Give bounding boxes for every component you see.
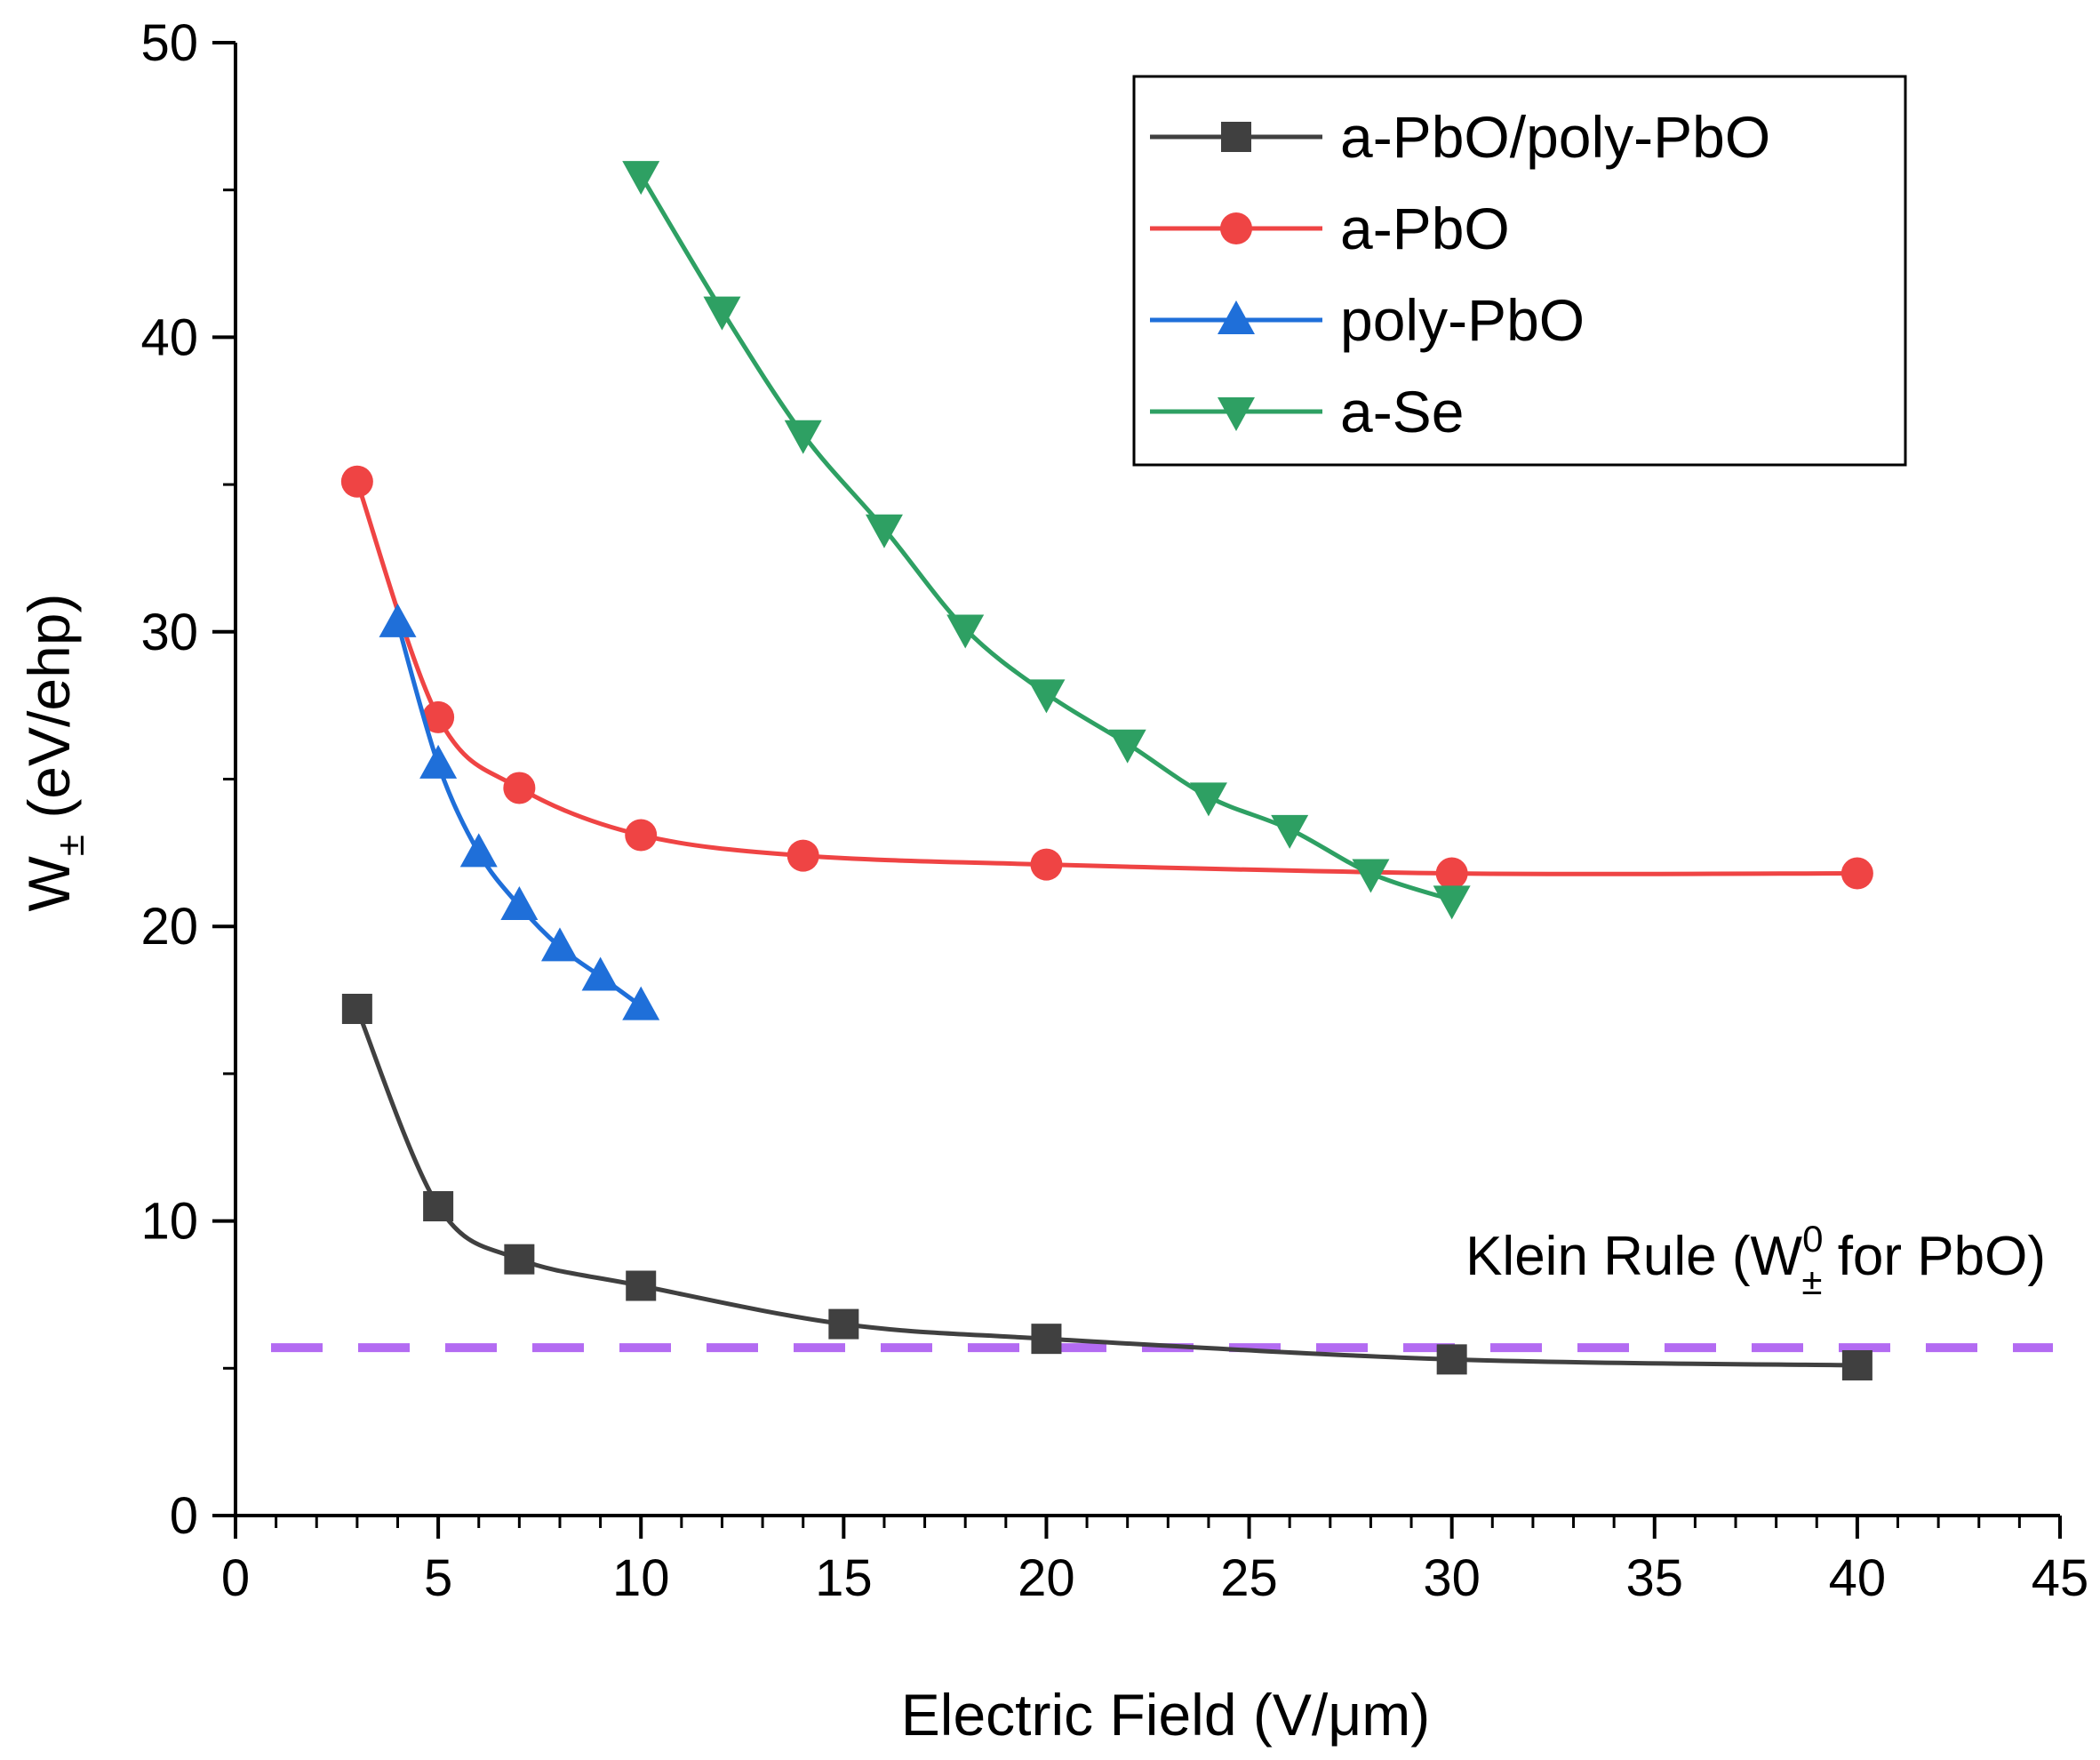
x-tick-label: 5 bbox=[424, 1549, 452, 1607]
data-point-a-se bbox=[622, 161, 660, 196]
legend-item-a-se: a-Se bbox=[1150, 379, 1464, 444]
series-line-a-pbo bbox=[355, 480, 1857, 876]
x-tick-label: 25 bbox=[1220, 1549, 1278, 1607]
legend-label: a-PbO/poly-PbO bbox=[1340, 104, 1770, 170]
data-point-a-pbo bbox=[1030, 848, 1063, 881]
data-point-poly-pbo bbox=[419, 744, 458, 779]
data-point-a-se bbox=[703, 296, 741, 331]
legend-label: poly-PbO bbox=[1340, 287, 1585, 353]
x-tick-label: 10 bbox=[612, 1549, 670, 1607]
legend-box bbox=[1132, 75, 1907, 467]
klein-rule-label-suffix: for PbO) bbox=[1822, 1226, 2046, 1287]
series-line-a-pbo-poly-pbo bbox=[355, 1008, 1857, 1368]
legend-item-poly-pbo: poly-PbO bbox=[1150, 287, 1585, 353]
data-point-poly-pbo bbox=[379, 603, 417, 637]
data-point-a-se bbox=[1433, 885, 1471, 920]
y-tick-label: 0 bbox=[170, 1487, 198, 1545]
data-point-a-pbo-poly-pbo bbox=[341, 993, 372, 1024]
data-point-a-pbo bbox=[625, 819, 658, 852]
data-point-a-se bbox=[1108, 729, 1146, 764]
data-point-a-pbo-poly-pbo bbox=[1841, 1349, 1872, 1380]
klein-rule-label-prefix: Klein Rule (W bbox=[1465, 1226, 1802, 1287]
x-tick-label: 15 bbox=[815, 1549, 873, 1607]
legend-label: a-PbO bbox=[1340, 196, 1510, 261]
data-point-a-se bbox=[1271, 814, 1309, 849]
y-axis-label-units: (eV/ehp) bbox=[16, 594, 82, 835]
y-tick-label: 40 bbox=[140, 308, 198, 366]
y-tick-label: 30 bbox=[140, 604, 198, 661]
klein-rule-label-superscript: 0 bbox=[1802, 1218, 1823, 1260]
data-point-a-se bbox=[865, 514, 903, 548]
y-axis-label-base: W bbox=[16, 855, 82, 911]
data-point-a-pbo-poly-pbo bbox=[504, 1244, 535, 1275]
series-a-se bbox=[622, 161, 1471, 920]
legend-label: a-Se bbox=[1340, 379, 1464, 444]
x-tick-label: 40 bbox=[1829, 1549, 1887, 1607]
data-point-a-se bbox=[1352, 859, 1390, 893]
x-tick-label: 35 bbox=[1626, 1549, 1684, 1607]
series-line-a-se bbox=[639, 173, 1453, 902]
x-tick-label: 45 bbox=[2032, 1549, 2089, 1607]
data-point-poly-pbo bbox=[500, 886, 539, 921]
legend-marker bbox=[1220, 212, 1252, 244]
data-point-a-pbo-poly-pbo bbox=[1031, 1324, 1062, 1355]
legend-marker bbox=[1221, 122, 1251, 152]
x-tick-label: 20 bbox=[1018, 1549, 1075, 1607]
data-point-a-se bbox=[1189, 782, 1227, 817]
axes: 0 5 10 15 20 25 30 35 40 45 0 10 20 30 40 50 bbox=[140, 14, 2088, 1607]
legend-marker bbox=[1218, 300, 1255, 334]
data-point-poly-pbo bbox=[622, 986, 660, 1020]
y-axis-label: W± (eV/ehp) bbox=[16, 594, 92, 912]
y-tick-label: 10 bbox=[140, 1193, 198, 1251]
data-point-a-se bbox=[1027, 679, 1066, 714]
data-point-a-pbo-poly-pbo bbox=[423, 1191, 454, 1222]
series-a-pbo bbox=[340, 465, 1873, 890]
series-layer bbox=[340, 161, 1873, 1380]
series-line-poly-pbo bbox=[395, 622, 643, 1008]
series-a-pbo-poly-pbo bbox=[341, 993, 1872, 1380]
data-point-a-pbo bbox=[787, 839, 819, 872]
data-point-a-se bbox=[784, 420, 822, 454]
x-axis-label: Electric Field (V/μm) bbox=[901, 1682, 1430, 1748]
data-point-poly-pbo bbox=[540, 927, 579, 962]
series-poly-pbo bbox=[379, 603, 660, 1020]
x-tick-label: 0 bbox=[221, 1549, 250, 1607]
legend-item-a-pbo: a-PbO bbox=[1150, 196, 1510, 261]
x-tick-label: 30 bbox=[1423, 1549, 1481, 1607]
klein-rule-label: Klein Rule (W0 ± for PbO) bbox=[1465, 1218, 2046, 1302]
data-point-a-pbo bbox=[422, 700, 455, 733]
x-axis-ticks: 0 5 10 15 20 25 30 35 40 45 bbox=[221, 1516, 2088, 1607]
data-point-a-pbo-poly-pbo bbox=[828, 1308, 859, 1340]
y-tick-label: 50 bbox=[140, 14, 198, 72]
data-point-a-pbo bbox=[503, 772, 536, 804]
data-point-a-pbo bbox=[340, 465, 373, 498]
y-tick-label: 20 bbox=[140, 898, 198, 956]
legend-marker bbox=[1218, 397, 1255, 431]
y-axis-ticks: 0 10 20 30 40 50 bbox=[140, 14, 236, 1545]
klein-rule-label-subscript: ± bbox=[1801, 1260, 1822, 1302]
data-point-a-pbo bbox=[1435, 857, 1468, 890]
data-point-a-pbo-poly-pbo bbox=[1436, 1344, 1467, 1375]
data-point-poly-pbo bbox=[459, 833, 498, 868]
y-axis-label-subscript: ± bbox=[49, 835, 92, 856]
data-point-a-se bbox=[946, 614, 985, 649]
legend-item-a-pbo-poly-pbo: a-PbO/poly-PbO bbox=[1150, 104, 1770, 170]
data-point-a-pbo bbox=[1840, 857, 1873, 890]
data-point-poly-pbo bbox=[581, 956, 619, 991]
data-point-a-pbo-poly-pbo bbox=[626, 1270, 657, 1301]
legend: a-PbO/poly-PbO a-PbO poly-PbO a-Se bbox=[1132, 75, 1907, 467]
